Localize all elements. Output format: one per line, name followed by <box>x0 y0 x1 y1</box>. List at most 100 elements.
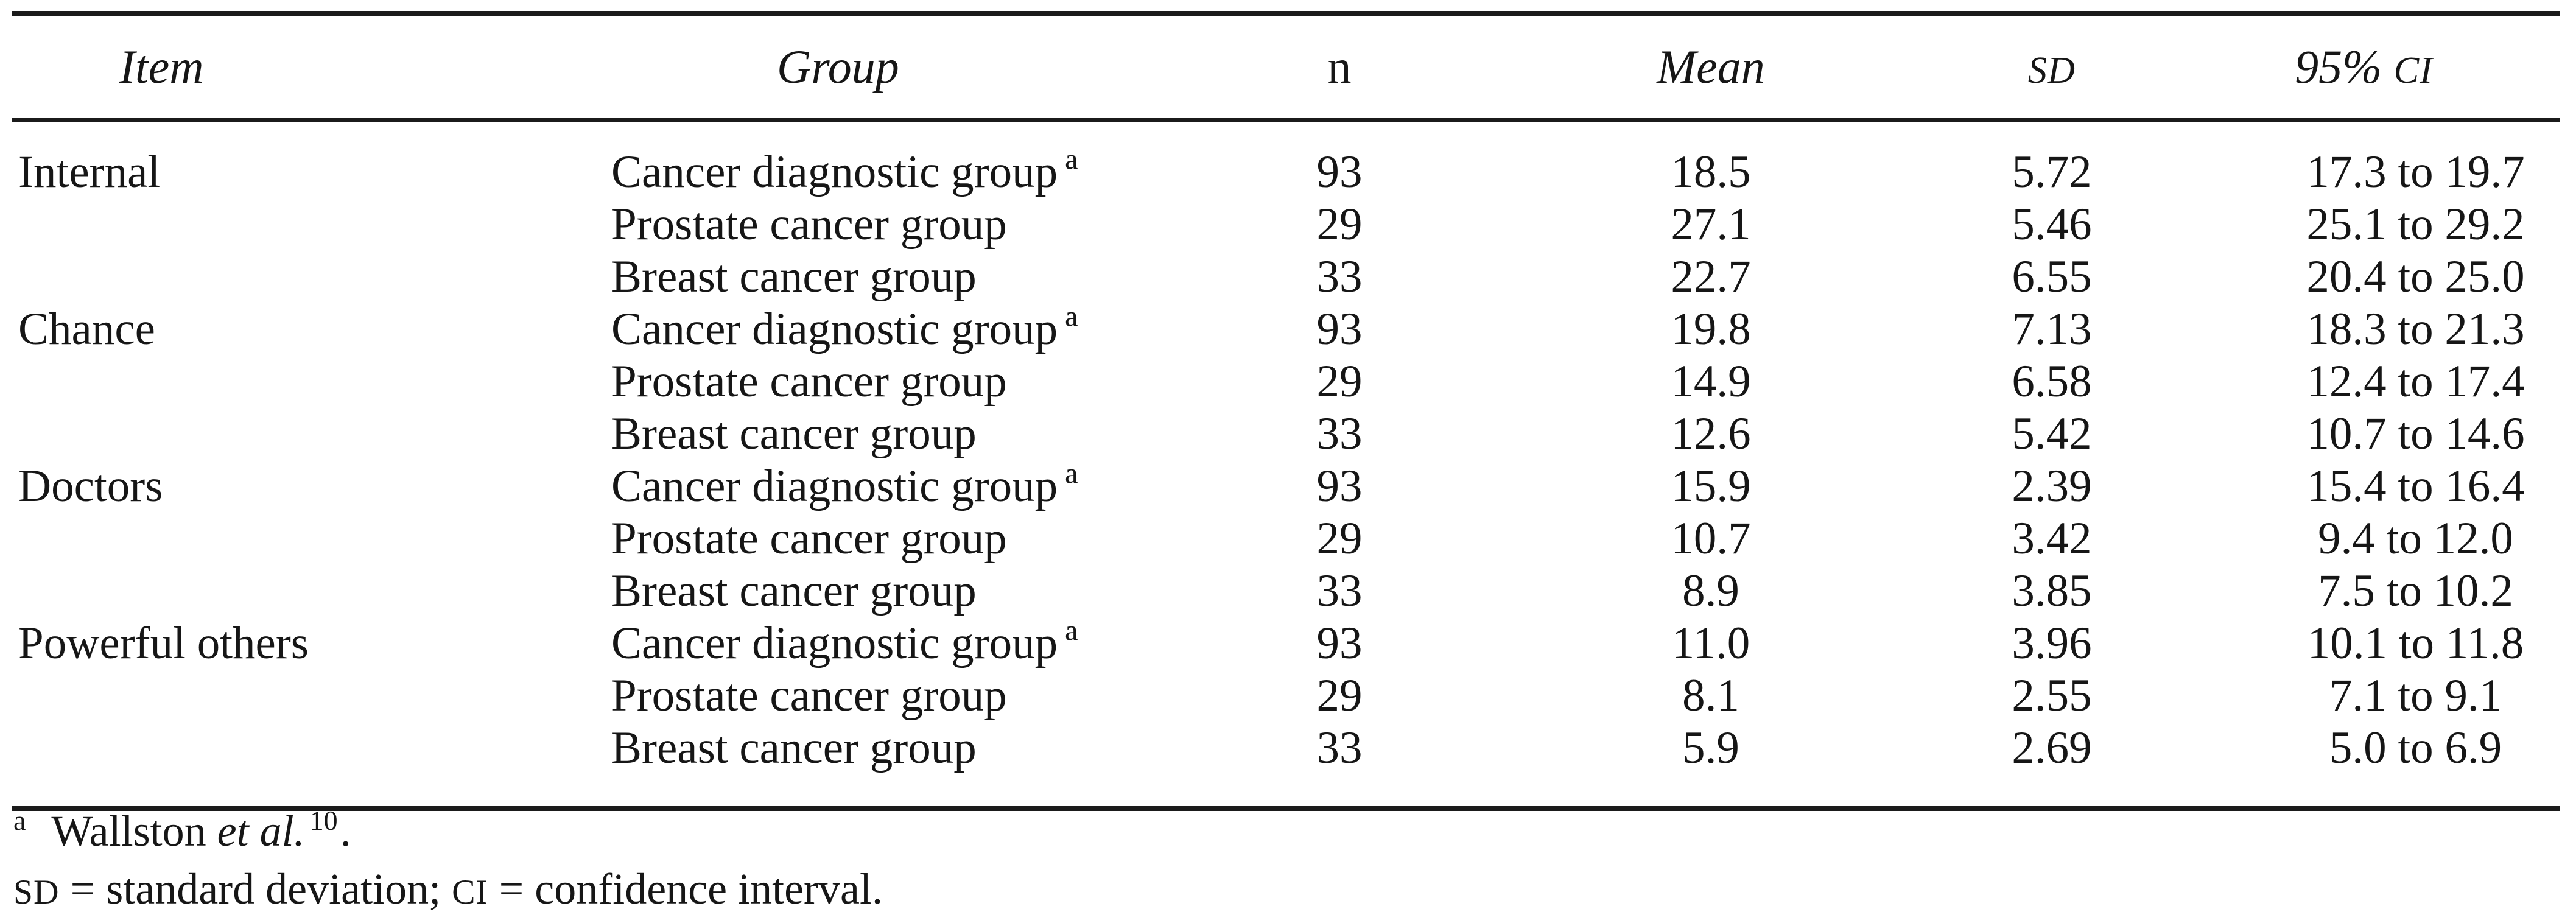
footnote-marker: a <box>1065 457 1078 490</box>
n-cell: 29 <box>1316 513 1363 564</box>
sd-abbr-label: SD <box>13 873 60 911</box>
table-row: Breast cancer group 33 5.9 2.69 5.0 to 6.9 <box>12 722 2560 809</box>
group-label: Cancer diagnostic group <box>611 461 1058 511</box>
mean-cell: 10.7 <box>1671 513 1751 564</box>
table-header-row: Item Group n Mean SD 95% CI <box>12 14 2560 120</box>
mean-cell: 14.9 <box>1671 356 1751 407</box>
mean-cell: 12.6 <box>1671 409 1751 459</box>
group-cell: Prostate cancer group <box>603 356 1193 408</box>
group-cell: Breast cancer group <box>603 565 1193 617</box>
ci-cell: 10.7 to 14.6 <box>2306 409 2525 459</box>
sd-cell: 7.13 <box>2012 304 2092 354</box>
table-row: Breast cancer group 33 22.7 6.55 20.4 to 25.… <box>12 251 2560 303</box>
sd-definition: = standard deviation; <box>59 865 452 913</box>
ci-cell: 9.4 to 12.0 <box>2318 513 2513 564</box>
group-label: Cancer diagnostic group <box>611 147 1058 197</box>
ci-definition: = confidence interval. <box>488 865 883 913</box>
table-head: Item Group n Mean SD 95% CI <box>12 14 2560 120</box>
ci-cell: 17.3 to 19.7 <box>2306 147 2525 197</box>
group-cell: Cancer diagnostic group a <box>603 614 1193 670</box>
column-header-item: Item <box>119 40 204 93</box>
ci-cell: 12.4 to 17.4 <box>2306 356 2525 407</box>
mean-cell: 8.1 <box>1682 670 1739 721</box>
sd-cell: 6.58 <box>2012 356 2092 407</box>
table-row: Prostate cancer group 29 8.1 2.55 7.1 to 9.1 <box>12 670 2560 722</box>
mean-cell: 18.5 <box>1671 147 1751 197</box>
mean-cell: 8.9 <box>1682 566 1739 616</box>
group-cell: Breast cancer group <box>603 251 1193 303</box>
n-cell: 93 <box>1316 461 1363 511</box>
ci-cell: 20.4 to 25.0 <box>2306 251 2525 302</box>
item-cell <box>12 408 603 460</box>
column-header-sd: SD <box>1936 14 2167 120</box>
mean-cell: 11.0 <box>1671 618 1750 669</box>
table-row: Powerful others Cancer diagnostic group a 9… <box>12 614 2560 670</box>
column-header-n: n <box>1327 40 1352 93</box>
mean-cell: 15.9 <box>1671 461 1751 511</box>
sd-cell: 2.55 <box>2012 670 2092 721</box>
table-row: Doctors Cancer diagnostic group a 93 15.9 2.3… <box>12 457 2560 513</box>
n-cell: 93 <box>1316 618 1363 669</box>
n-cell: 33 <box>1316 409 1363 459</box>
item-cell <box>12 356 603 408</box>
item-cell: Doctors <box>12 460 603 513</box>
n-cell: 29 <box>1316 199 1363 250</box>
group-label: Breast cancer group <box>611 723 977 773</box>
table-row: Prostate cancer group 29 27.1 5.46 25.1 to 2… <box>12 198 2560 251</box>
footnote-a-text: Wallston <box>51 807 217 855</box>
ci-prefix-label: 95% <box>2295 40 2394 93</box>
footnote-marker: a <box>1065 143 1078 175</box>
n-cell: 93 <box>1316 147 1363 197</box>
item-cell <box>12 565 603 617</box>
group-cell: Prostate cancer group <box>603 513 1193 565</box>
ci-cell: 7.1 to 9.1 <box>2329 670 2502 721</box>
group-label: Breast cancer group <box>611 409 977 459</box>
item-cell <box>12 513 603 565</box>
table-row: Breast cancer group 33 12.6 5.42 10.7 to 14.… <box>12 408 2560 460</box>
group-label: Prostate cancer group <box>611 199 1007 250</box>
ci-cell: 18.3 to 21.3 <box>2306 304 2525 354</box>
n-cell: 33 <box>1316 251 1363 302</box>
sd-cell: 3.85 <box>2012 566 2092 616</box>
group-label: Prostate cancer group <box>611 513 1007 564</box>
sd-cell: 5.42 <box>2012 409 2092 459</box>
item-label: Chance <box>18 304 155 354</box>
sd-cell: 2.69 <box>2012 723 2092 773</box>
group-label: Breast cancer group <box>611 251 977 302</box>
table-row: Prostate cancer group 29 14.9 6.58 12.4 to 1… <box>12 356 2560 408</box>
ci-cell: 15.4 to 16.4 <box>2306 461 2525 511</box>
table-row: Prostate cancer group 29 10.7 3.42 9.4 to 12… <box>12 513 2560 565</box>
item-label: Internal <box>18 147 161 197</box>
item-cell <box>12 198 603 251</box>
item-cell <box>12 670 603 722</box>
table-row: Breast cancer group 33 8.9 3.85 7.5 to 10.2 <box>12 565 2560 617</box>
column-header-group: Group <box>777 40 899 93</box>
sd-cell: 3.42 <box>2012 513 2092 564</box>
footnote-a-reference-number: 10 <box>309 805 338 836</box>
n-cell: 93 <box>1316 304 1363 354</box>
column-header-ci: 95% CI <box>2167 14 2560 120</box>
group-label: Prostate cancer group <box>611 670 1007 721</box>
sd-cell: 2.39 <box>2012 461 2092 511</box>
mean-cell: 19.8 <box>1671 304 1751 354</box>
n-cell: 33 <box>1316 723 1363 773</box>
sd-cell: 3.96 <box>2012 618 2092 669</box>
item-cell <box>12 722 603 809</box>
sd-cell: 6.55 <box>2012 251 2092 302</box>
group-cell: Breast cancer group <box>603 722 1193 809</box>
ci-smallcaps-label: CI <box>2393 49 2433 91</box>
ci-cell: 5.0 to 6.9 <box>2329 723 2502 773</box>
group-label: Prostate cancer group <box>611 356 1007 407</box>
n-cell: 29 <box>1316 670 1363 721</box>
group-cell: Breast cancer group <box>603 408 1193 460</box>
group-cell: Prostate cancer group <box>603 198 1193 251</box>
item-cell: Chance <box>12 303 603 356</box>
footnote-a-period: . <box>340 807 351 855</box>
table-body: Internal Cancer diagnostic group a 93 18.5 5.… <box>12 120 2560 809</box>
footnote-a-marker: a <box>13 805 26 836</box>
item-label: Powerful others <box>18 618 309 669</box>
footnote-a-etal: et al. <box>217 807 305 855</box>
footnote-marker: a <box>1065 300 1078 332</box>
sd-cell: 5.72 <box>2012 147 2092 197</box>
